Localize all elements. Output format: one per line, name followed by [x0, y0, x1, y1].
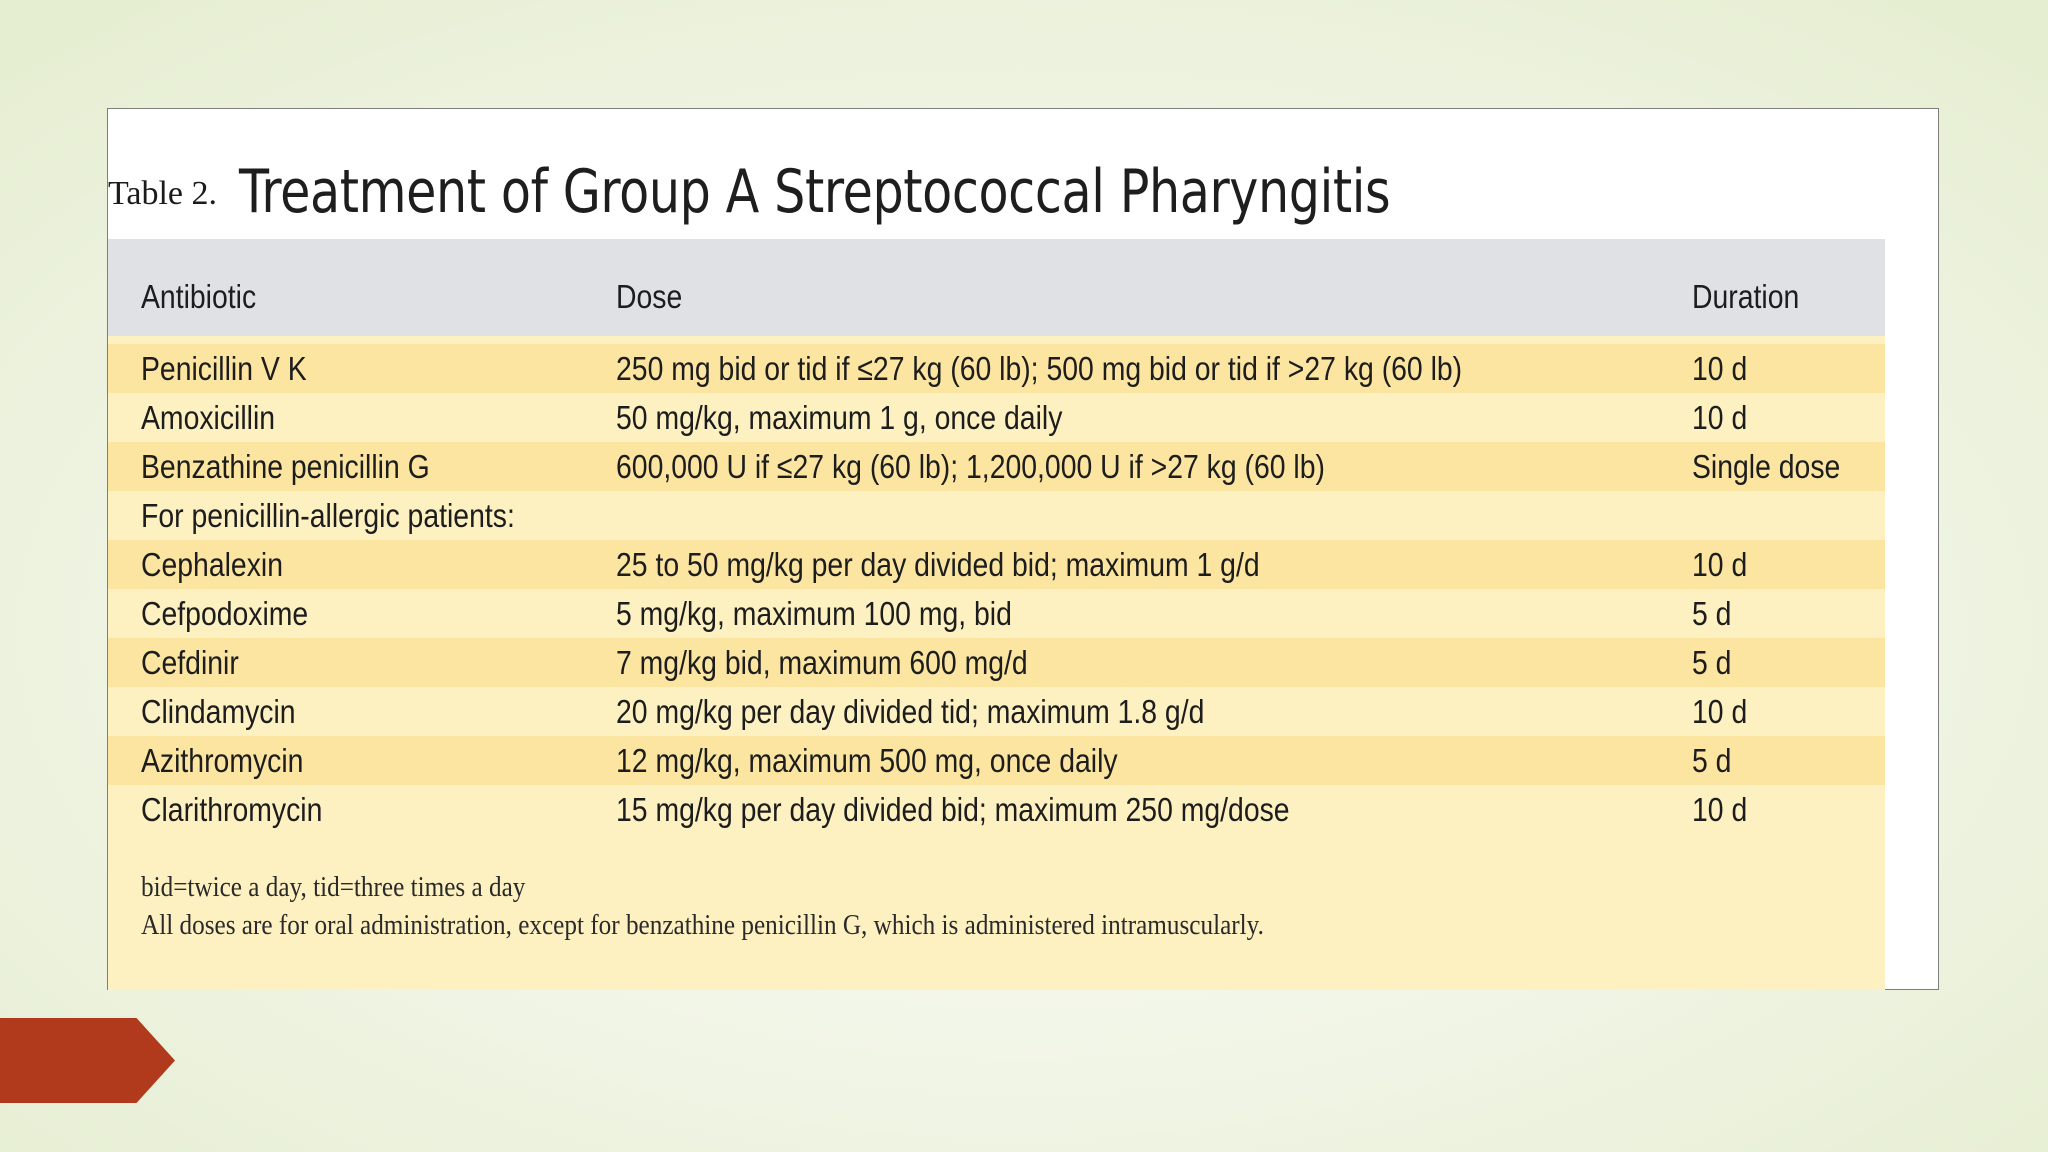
dose-cell: 600,000 U if ≤27 kg (60 lb); 1,200,000 U…	[616, 448, 1325, 485]
header-duration: Duration	[1692, 278, 1800, 315]
section-heading-cell: For penicillin-allergic patients:	[141, 497, 515, 534]
antibiotic-cell: Amoxicillin	[141, 399, 276, 436]
table-title-row: Table 2. Treatment of Group A Streptococ…	[108, 147, 1643, 227]
table-row: Benzathine penicillin G 600,000 U if ≤27…	[108, 442, 1885, 491]
antibiotic-cell: Cefpodoxime	[141, 595, 309, 632]
duration-cell: 10 d	[1692, 399, 1748, 436]
table-row-section-heading: For penicillin-allergic patients:	[108, 491, 1885, 540]
dose-cell: 25 to 50 mg/kg per day divided bid; maxi…	[616, 546, 1260, 583]
duration-cell: 10 d	[1692, 350, 1748, 387]
table-row: Cefpodoxime 5 mg/kg, maximum 100 mg, bid…	[108, 589, 1885, 638]
table-row: Clindamycin 20 mg/kg per day divided tid…	[108, 687, 1885, 736]
footnote-abbreviations: bid=twice a day, tid=three times a day	[141, 872, 526, 903]
dose-cell: 50 mg/kg, maximum 1 g, once daily	[616, 399, 1063, 436]
table-body: Antibiotic Dose Duration Penicillin V K …	[108, 239, 1885, 990]
table-row: Penicillin V K 250 mg bid or tid if ≤27 …	[108, 344, 1885, 393]
table-label: Table 2.	[108, 175, 218, 212]
footnote-administration: All doses are for oral administration, e…	[141, 910, 1264, 941]
antibiotic-cell: Clindamycin	[141, 693, 296, 730]
table-row: Clarithromycin 15 mg/kg per day divided …	[108, 785, 1885, 834]
antibiotic-cell: Cefdinir	[141, 644, 239, 681]
duration-cell: Single dose	[1692, 448, 1841, 485]
header-dose: Dose	[616, 278, 683, 315]
dose-cell: 7 mg/kg bid, maximum 600 mg/d	[616, 644, 1028, 681]
antibiotic-cell: Cephalexin	[141, 546, 284, 583]
table-row: Cephalexin 25 to 50 mg/kg per day divide…	[108, 540, 1885, 589]
duration-cell: 10 d	[1692, 791, 1748, 828]
dose-cell: 250 mg bid or tid if ≤27 kg (60 lb); 500…	[616, 350, 1463, 387]
dose-cell: 12 mg/kg, maximum 500 mg, once daily	[616, 742, 1118, 779]
table-footnotes: bid=twice a day, tid=three times a day A…	[141, 869, 1389, 945]
duration-cell: 10 d	[1692, 546, 1748, 583]
next-slide-arrow-icon[interactable]	[0, 1018, 175, 1103]
antibiotic-cell: Benzathine penicillin G	[141, 448, 430, 485]
header-antibiotic: Antibiotic	[141, 278, 257, 315]
dose-cell: 5 mg/kg, maximum 100 mg, bid	[616, 595, 1012, 632]
dose-cell: 20 mg/kg per day divided tid; maximum 1.…	[616, 693, 1205, 730]
treatment-table: Table 2. Treatment of Group A Streptococ…	[107, 108, 1939, 990]
duration-cell: 5 d	[1692, 742, 1732, 779]
antibiotic-cell: Penicillin V K	[141, 350, 307, 387]
table-row: Cefdinir 7 mg/kg bid, maximum 600 mg/d 5…	[108, 638, 1885, 687]
table-row: Amoxicillin 50 mg/kg, maximum 1 g, once …	[108, 393, 1885, 442]
table-header-row: Antibiotic Dose Duration	[108, 239, 1885, 336]
dose-cell: 15 mg/kg per day divided bid; maximum 25…	[616, 791, 1290, 828]
table-title: Treatment of Group A Streptococcal Phary…	[239, 157, 1391, 227]
table-row: Azithromycin 12 mg/kg, maximum 500 mg, o…	[108, 736, 1885, 785]
duration-cell: 5 d	[1692, 644, 1732, 681]
duration-cell: 5 d	[1692, 595, 1732, 632]
antibiotic-cell: Azithromycin	[141, 742, 304, 779]
antibiotic-cell: Clarithromycin	[141, 791, 323, 828]
duration-cell: 10 d	[1692, 693, 1748, 730]
